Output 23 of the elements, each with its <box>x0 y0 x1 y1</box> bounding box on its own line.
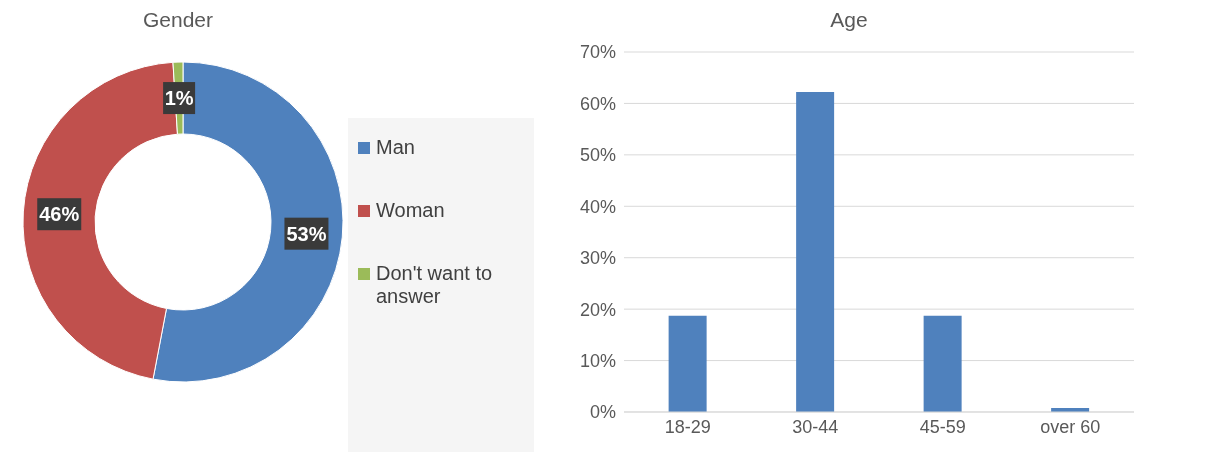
x-tick-label: over 60 <box>1040 416 1101 437</box>
chart-title: Gender <box>141 8 214 33</box>
legend-label: Man <box>376 136 415 159</box>
legend-label: Woman <box>376 199 445 222</box>
y-tick-label: 40% <box>579 196 616 217</box>
chart-title: Age <box>829 8 869 33</box>
bar <box>668 315 707 412</box>
data-label: 53% <box>286 222 327 245</box>
y-tick-label: 0% <box>589 402 616 423</box>
x-tick-label: 30-44 <box>792 416 839 437</box>
data-label: 1% <box>164 87 194 110</box>
x-tick-label: 18-29 <box>664 416 711 437</box>
legend-label: Don't want to answer <box>376 262 494 308</box>
y-tick-label: 30% <box>579 248 616 269</box>
y-tick-label: 20% <box>579 299 616 320</box>
y-tick-label: 60% <box>579 93 616 114</box>
y-tick-label: 70% <box>579 42 616 63</box>
x-tick-label: 45-59 <box>919 416 966 437</box>
data-label: 46% <box>39 203 80 226</box>
bar <box>796 92 835 412</box>
y-tick-label: 10% <box>579 350 616 371</box>
bar <box>923 315 962 412</box>
y-tick-label: 50% <box>579 145 616 166</box>
